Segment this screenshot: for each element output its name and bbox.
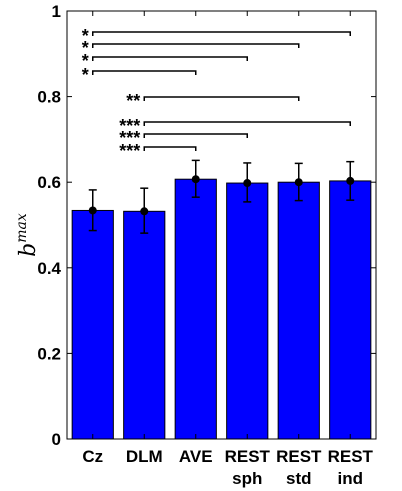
significance-label-2: *	[82, 51, 89, 71]
error-bars	[88, 159, 355, 234]
significance-bracket-6	[143, 133, 248, 138]
bar-4	[277, 181, 320, 440]
x-tick-label-2-0: AVE	[179, 447, 213, 466]
x-tick-label-0-0: Cz	[82, 447, 103, 466]
y-tick-label-3: 0.6	[37, 173, 61, 192]
significance-bracket-7	[143, 146, 197, 151]
mean-marker-5	[346, 176, 355, 185]
y-tick-label-1: 0.2	[37, 344, 61, 363]
mean-marker-0	[88, 206, 97, 215]
significance-label-4: **	[126, 91, 140, 111]
significance-bracket-0	[92, 31, 351, 36]
significance-bracket-4	[143, 96, 300, 101]
mean-marker-4	[294, 178, 303, 187]
x-tick-label-3-1: sph	[232, 469, 262, 488]
bar-5	[329, 180, 372, 440]
significance-label-5: ***	[119, 116, 140, 136]
y-tick-label-0: 0	[52, 430, 61, 449]
significance-bracket-3	[92, 70, 197, 75]
y-tick-label-5: 1	[52, 2, 61, 21]
significance-bracket-1	[92, 43, 300, 48]
significance-bracket-2	[92, 56, 248, 61]
significance-bracket-5	[143, 121, 351, 126]
y-axis-label-superscript: max	[14, 213, 30, 243]
x-tick-label-3-0: REST	[225, 447, 271, 466]
bars	[71, 178, 372, 440]
significance-label-1: *	[82, 38, 89, 58]
x-tick-label-1-0: DLM	[126, 447, 163, 466]
x-axis-labels: Cz DLM AVE REST sph REST std REST ind	[82, 11, 374, 488]
x-tick-label-5-1: ind	[338, 469, 364, 488]
y-axis-ticks: 0 0.2 0.4 0.6 0.8 1	[37, 2, 376, 449]
y-tick-label-2: 0.4	[37, 259, 61, 278]
significance-label-0: *	[82, 26, 89, 46]
x-tick-label-4-1: std	[286, 469, 312, 488]
significance-label-6: ***	[119, 128, 140, 148]
y-axis-label-main: b	[16, 243, 41, 257]
mean-marker-1	[140, 207, 149, 216]
x-tick-label-5-0: REST	[328, 447, 374, 466]
plot-frame	[66, 10, 377, 440]
significance-label-3: *	[82, 65, 89, 85]
bar-0	[71, 209, 114, 440]
significance-label-7: ***	[119, 141, 140, 161]
bar-3	[226, 182, 269, 440]
bar-2	[174, 178, 217, 440]
bar-1	[123, 210, 166, 440]
y-axis-label: bmax	[14, 213, 41, 257]
significance-brackets: ***************	[82, 26, 351, 161]
mean-marker-2	[191, 175, 200, 184]
y-tick-label-4: 0.8	[37, 88, 61, 107]
x-tick-label-4-0: REST	[276, 447, 322, 466]
mean-marker-3	[243, 179, 252, 188]
